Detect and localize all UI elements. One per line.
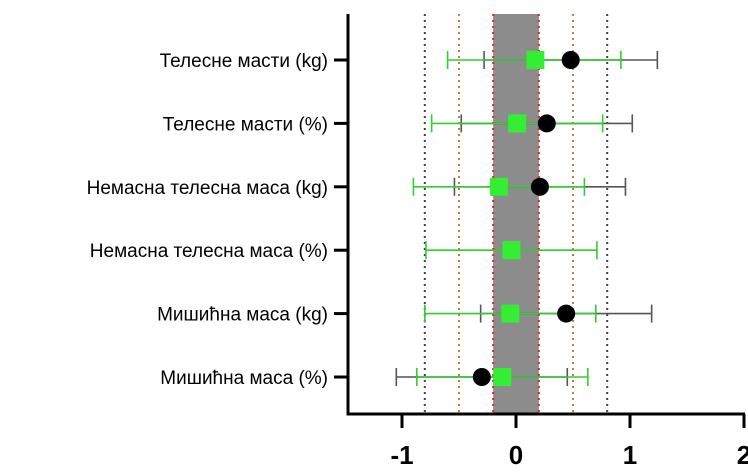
markers-layer	[472, 51, 580, 386]
estimate-point-circle	[530, 177, 549, 196]
estimate-point-square	[502, 241, 521, 260]
estimate-point-square	[493, 368, 512, 386]
x-tick-label: 1	[623, 440, 637, 470]
category-label: Немасна телесна маса (%)	[90, 241, 328, 262]
category-label: Телесне масти (%)	[163, 114, 328, 135]
category-label: Телесне масти (kg)	[160, 51, 328, 72]
estimate-point-circle	[557, 304, 576, 323]
x-tick-label: 0	[509, 440, 523, 470]
x-ticks: -1 0 1 2	[390, 414, 748, 470]
estimate-point-square	[501, 304, 520, 323]
estimate-point-square	[489, 177, 508, 196]
reference-band	[493, 14, 539, 414]
estimate-point-square	[526, 51, 545, 69]
category-label: Мишићна маса (kg)	[157, 305, 328, 326]
category-labels: Телесне масти (kg) Телесне масти (%) Немас…	[87, 51, 348, 389]
estimate-point-circle	[537, 114, 556, 133]
axes-layer	[346, 14, 745, 416]
x-tick-label: 2	[737, 440, 748, 470]
x-tick-label: -1	[390, 440, 413, 470]
category-label: Немасна телесна маса (kg)	[87, 178, 328, 199]
estimate-point-circle	[561, 51, 580, 69]
reference-band-layer	[493, 14, 539, 414]
estimate-point-square	[508, 114, 527, 133]
estimate-point-circle	[472, 368, 491, 386]
reference-lines-layer	[423, 14, 609, 414]
category-label: Мишићна маса (%)	[160, 368, 328, 389]
